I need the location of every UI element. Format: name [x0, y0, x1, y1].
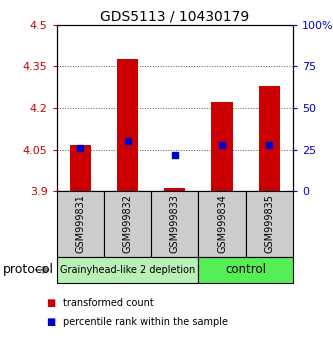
Bar	[198, 191, 246, 257]
Bar	[151, 191, 198, 257]
Bar	[70, 145, 91, 191]
Text: GSM999833: GSM999833	[170, 194, 180, 253]
Bar	[246, 191, 293, 257]
Bar	[259, 86, 280, 191]
Bar	[117, 59, 138, 191]
Text: ■: ■	[47, 317, 56, 327]
Text: GSM999832: GSM999832	[123, 194, 133, 253]
Text: GSM999831: GSM999831	[75, 194, 85, 253]
Text: protocol: protocol	[3, 263, 54, 276]
Bar	[104, 191, 151, 257]
Text: GSM999834: GSM999834	[217, 194, 227, 253]
Bar	[164, 188, 185, 191]
Bar	[57, 191, 104, 257]
Bar	[211, 102, 233, 191]
Title: GDS5113 / 10430179: GDS5113 / 10430179	[100, 10, 249, 24]
Text: ■: ■	[47, 298, 56, 308]
Text: control: control	[225, 263, 266, 276]
Text: percentile rank within the sample: percentile rank within the sample	[63, 317, 228, 327]
Bar	[57, 257, 198, 283]
Text: transformed count: transformed count	[63, 298, 154, 308]
Text: GSM999835: GSM999835	[264, 194, 274, 253]
Bar	[198, 257, 293, 283]
Text: Grainyhead-like 2 depletion: Grainyhead-like 2 depletion	[60, 265, 195, 275]
